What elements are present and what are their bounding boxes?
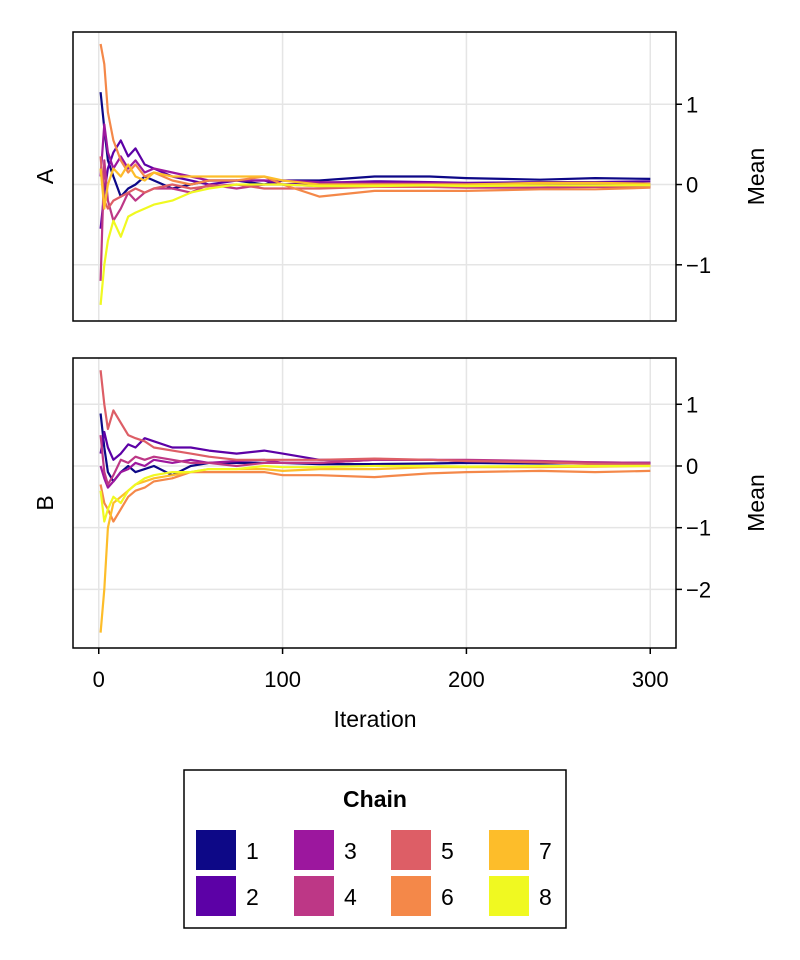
- y-tick-label: −1: [686, 253, 711, 278]
- shared-x-axis: Iteration: [333, 706, 416, 732]
- plot-frame: [72, 357, 677, 649]
- y-tick-label: 0: [686, 454, 698, 479]
- legend: Chain 1 2 3 4 5 6 7 8: [183, 769, 567, 929]
- x-tick-label: 300: [632, 667, 669, 692]
- x-tick-label: 100: [264, 667, 301, 692]
- series-line-chain-5: [99, 370, 651, 466]
- legend-label-chain-3: 3: [344, 838, 357, 864]
- y-tick-label: 1: [686, 392, 698, 417]
- panel-a: −1 0 1 A Mean: [32, 31, 769, 322]
- legend-swatch-chain-7: [489, 830, 529, 870]
- legend-swatch-chain-3: [294, 830, 334, 870]
- panel-title: B: [32, 495, 58, 510]
- legend-label-chain-6: 6: [441, 884, 454, 910]
- series-line-chain-6: [99, 43, 651, 198]
- panel-b: −2 −1 0 1 0 100 200 300 B Mean: [32, 357, 769, 692]
- y-tick-label: 1: [686, 92, 698, 117]
- x-axis-label: Iteration: [333, 706, 416, 732]
- plot-frame: [72, 31, 677, 322]
- series-line-chain-8: [99, 183, 651, 306]
- legend-label-chain-1: 1: [246, 838, 259, 864]
- legend-label-chain-4: 4: [344, 884, 357, 910]
- legend-label-chain-5: 5: [441, 838, 454, 864]
- y-tick-label: 0: [686, 173, 698, 198]
- legend-swatch-chain-4: [294, 876, 334, 916]
- y-tick-label: −2: [686, 577, 711, 602]
- legend-swatch-chain-2: [196, 876, 236, 916]
- series-line-chain-7: [99, 163, 651, 210]
- legend-title: Chain: [343, 786, 407, 812]
- series-group: [99, 43, 651, 306]
- legend-label-chain-2: 2: [246, 884, 259, 910]
- panel-title: A: [32, 168, 58, 184]
- series-line-chain-8: [99, 464, 651, 523]
- legend-swatch-chain-5: [391, 830, 431, 870]
- series-group: [99, 370, 651, 633]
- legend-swatch-chain-1: [196, 830, 236, 870]
- legend-label-chain-8: 8: [539, 884, 552, 910]
- y-axis-label: Mean: [743, 148, 769, 206]
- x-tick-label: 0: [93, 667, 105, 692]
- legend-swatch-chain-8: [489, 876, 529, 916]
- series-line-chain-7: [99, 464, 651, 633]
- legend-label-chain-7: 7: [539, 838, 552, 864]
- y-axis-label: Mean: [743, 474, 769, 532]
- y-tick-label: −1: [686, 516, 711, 541]
- series-line-chain-3: [99, 123, 651, 186]
- x-tick-label: 200: [448, 667, 485, 692]
- legend-swatch-chain-6: [391, 876, 431, 916]
- series-line-chain-6: [99, 469, 651, 523]
